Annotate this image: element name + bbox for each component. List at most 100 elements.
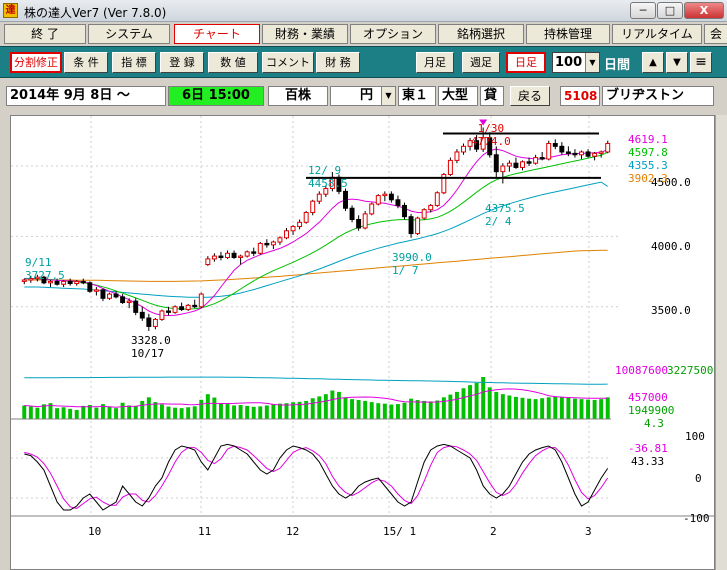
- osc-legend-value: -36.81: [628, 442, 668, 455]
- candle-body: [48, 280, 53, 284]
- price-unit-select[interactable]: 円 ▼: [330, 86, 396, 106]
- volume-bar: [251, 406, 256, 419]
- menu-system[interactable]: システム: [88, 24, 170, 44]
- menu-financial[interactable]: 財務・業績: [262, 24, 348, 44]
- candle-body: [28, 278, 34, 281]
- osc-axis-tick: 0: [695, 472, 702, 485]
- candle-body: [100, 289, 106, 299]
- volume-bar: [435, 400, 440, 419]
- volume-bar: [428, 401, 433, 419]
- vertical-scrollbar[interactable]: [715, 115, 727, 570]
- minimize-button[interactable]: ─: [630, 2, 656, 19]
- volume-bar: [317, 396, 322, 419]
- ma-line-5: [24, 148, 608, 317]
- volume-bar: [41, 404, 46, 419]
- volume-bar: [107, 406, 112, 419]
- annotation-feb-low: 4375.5 2/ 4: [485, 202, 525, 228]
- candle-body: [120, 296, 126, 304]
- maximize-button[interactable]: □: [657, 2, 683, 19]
- oscillator-main-line: [24, 443, 609, 511]
- volume-bar: [173, 407, 178, 419]
- close-button[interactable]: X: [684, 2, 724, 19]
- volume-legend-value: 4.3: [644, 417, 664, 430]
- volume-bar: [264, 405, 269, 419]
- volume-bar: [494, 391, 499, 419]
- annotation-dec-high: 12/ 9 4458.5: [308, 164, 348, 190]
- candle-body: [218, 255, 224, 258]
- candle-body: [375, 195, 381, 205]
- candle-body: [284, 230, 289, 239]
- candle-body: [257, 242, 263, 254]
- volume-bar: [468, 385, 473, 419]
- volume-bar: [245, 405, 250, 419]
- oscillator: [11, 443, 611, 511]
- candle-body: [513, 162, 519, 168]
- period-count-value: 100: [555, 55, 583, 70]
- menu-holdings[interactable]: 持株管理: [526, 24, 610, 44]
- scroll-down-button[interactable]: ▼: [666, 52, 688, 73]
- volume-bar: [336, 391, 341, 419]
- candle-body: [539, 157, 545, 160]
- volume-bar: [87, 405, 92, 419]
- menu-icon[interactable]: ≡: [690, 52, 712, 73]
- osc-axis-tick: 100: [685, 430, 705, 443]
- volume-bar: [599, 399, 604, 419]
- candle-body: [54, 280, 60, 285]
- candle-body: [343, 190, 348, 209]
- register-button[interactable]: 登 録: [160, 52, 204, 73]
- volume-bar: [146, 397, 151, 419]
- candle-body: [500, 165, 506, 173]
- volume-bar: [350, 399, 355, 419]
- period-count-select[interactable]: 100 ▼: [552, 52, 600, 73]
- indicator-button[interactable]: 指 標: [112, 52, 156, 73]
- price-chart[interactable]: [11, 116, 715, 570]
- chart-panel[interactable]: 4500.0 4000.0 3500.0 4619.1 4597.8 4355.…: [10, 115, 715, 570]
- monthly-button[interactable]: 月足: [416, 52, 454, 73]
- values-button[interactable]: 数 値: [208, 52, 258, 73]
- volume-bar: [297, 401, 302, 419]
- volume-bars: [11, 376, 611, 420]
- menu-option[interactable]: オプション: [350, 24, 436, 44]
- annotation-jan-low: 3990.0 1/ 7: [392, 251, 432, 277]
- date-range-field[interactable]: 6日 15:00: [168, 86, 264, 106]
- scroll-up-button[interactable]: ▲: [642, 52, 664, 73]
- menu-chart[interactable]: チャート: [174, 24, 260, 44]
- x-axis-tick: 10: [88, 525, 102, 538]
- back-button[interactable]: 戻る: [510, 86, 550, 106]
- candle-body: [61, 280, 67, 285]
- candle-body: [316, 193, 322, 202]
- x-axis-tick: 11: [198, 525, 212, 538]
- volume-bar: [441, 397, 446, 419]
- support-resistance-lines: [306, 132, 601, 179]
- volume-bar: [461, 388, 466, 419]
- volume-bar: [586, 399, 591, 419]
- finance-button[interactable]: 財 務: [316, 52, 360, 73]
- date-start-field[interactable]: 2014年 9月 8日 〜: [6, 86, 166, 106]
- volume-bar: [422, 400, 427, 419]
- menu-more[interactable]: 会: [704, 24, 727, 44]
- volume-bar: [258, 406, 263, 419]
- price-axis-tick: 4500.0: [651, 176, 691, 189]
- volume-bar: [28, 406, 33, 419]
- condition-button[interactable]: 条 件: [64, 52, 108, 73]
- menu-realtime[interactable]: リアルタイム: [612, 24, 702, 44]
- osc-legend-value: 43.33: [631, 455, 665, 468]
- candle-body: [277, 237, 283, 243]
- candle-body: [415, 217, 421, 235]
- comment-button[interactable]: コメント: [262, 52, 314, 73]
- volume-bar: [291, 402, 296, 419]
- volume-bar: [382, 403, 387, 419]
- weekly-button[interactable]: 週足: [462, 52, 500, 73]
- stock-code-field[interactable]: 5108: [560, 86, 600, 106]
- volume-bar: [330, 390, 335, 419]
- volume-bar: [572, 398, 577, 419]
- candle-body: [310, 200, 316, 213]
- volume-bar: [487, 387, 492, 419]
- menu-exit[interactable]: 終 了: [4, 24, 86, 44]
- volume-bar: [277, 403, 282, 419]
- volume-bar: [35, 407, 40, 419]
- daily-button[interactable]: 日足: [506, 52, 546, 73]
- split-adjust-button[interactable]: 分割修正: [10, 52, 62, 73]
- menu-stock-select[interactable]: 銘柄選択: [438, 24, 524, 44]
- candle-body: [303, 211, 309, 223]
